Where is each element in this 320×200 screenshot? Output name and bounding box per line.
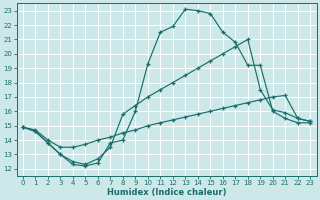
X-axis label: Humidex (Indice chaleur): Humidex (Indice chaleur) <box>107 188 226 197</box>
